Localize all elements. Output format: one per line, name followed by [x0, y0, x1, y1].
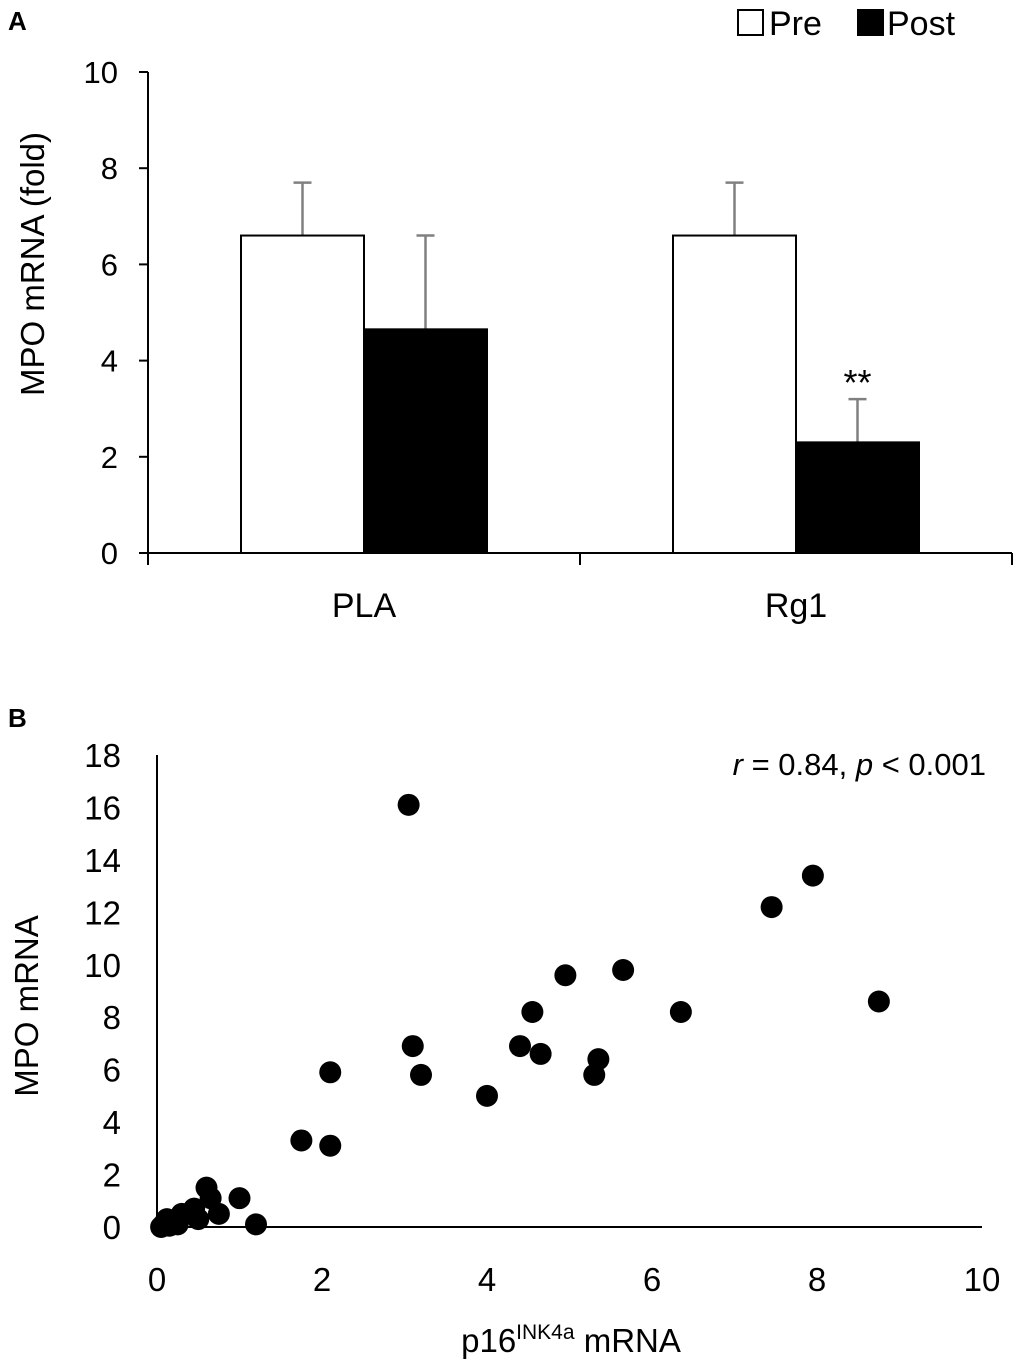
panel-b-xlabel: p16INK4a mRNA [461, 1321, 681, 1359]
bar [240, 234, 365, 554]
stat-r-symbol: r [733, 747, 745, 782]
stat-r-value: = 0.84, [743, 747, 856, 782]
legend-pre-swatch [737, 9, 764, 36]
y-tick-label-b: 2 [103, 1157, 121, 1194]
scatter-point [245, 1213, 267, 1236]
y-tick-label-b: 16 [84, 789, 121, 826]
bar [795, 441, 920, 554]
legend-post-label: Post [887, 5, 956, 43]
x-tick-label-b: 4 [478, 1261, 496, 1298]
stat-p-symbol: p [855, 747, 873, 782]
x-tick-label-b: 8 [808, 1261, 826, 1298]
xlabel-superscript: INK4a [516, 1321, 575, 1344]
xlabel-mrna: mRNA [575, 1322, 681, 1359]
x-category-label: Rg1 [765, 587, 827, 625]
legend-post-swatch [857, 9, 884, 36]
y-tick-label-b: 8 [103, 999, 121, 1036]
scatter-point [410, 1063, 432, 1086]
y-tick-label-a: 2 [101, 440, 118, 475]
y-tick-label-a: 4 [101, 344, 118, 379]
scatter-point [319, 1061, 342, 1084]
y-tick-label-b: 4 [103, 1104, 121, 1141]
x-tick-label-b: 2 [313, 1261, 331, 1298]
scatter-point [521, 1000, 544, 1023]
scatter-point [290, 1129, 313, 1152]
bar [672, 234, 797, 554]
y-tick-label-a: 6 [101, 247, 118, 282]
panel-b-ylabel: MPO mRNA [8, 915, 45, 1097]
x-category-label: PLA [332, 587, 397, 625]
y-tick-label-b: 0 [103, 1209, 121, 1246]
scatter-point [228, 1187, 251, 1210]
x-tick-label-b: 10 [964, 1261, 1001, 1298]
y-tick-label-a: 10 [84, 55, 118, 90]
bar-chart-panel-a: 0 2 4 6 8 10 PLA Rg1 ** [84, 55, 1013, 625]
scatter-point [612, 959, 635, 982]
significance-marker: ** [843, 362, 871, 403]
scatter-chart-panel-b: 0 2 4 6 8 10 12 14 16 18 0 2 4 6 8 10 [84, 737, 1000, 1298]
y-tick-label-b: 14 [84, 842, 121, 879]
y-tick-label-b: 12 [84, 894, 121, 931]
bar [363, 328, 488, 554]
scatter-point [187, 1208, 210, 1231]
stat-annotation: r = 0.84, p < 0.001 [733, 747, 986, 782]
y-tick-label-b: 10 [84, 947, 121, 984]
panel-a-label: A [8, 6, 27, 36]
y-tick-label-a: 8 [101, 151, 118, 186]
scatter-point [529, 1042, 552, 1065]
scatter-point [669, 1000, 692, 1023]
scatter-point [587, 1048, 610, 1071]
y-tick-label-a: 0 [101, 536, 118, 571]
y-tick-label-b: 18 [84, 737, 121, 774]
scatter-point [509, 1035, 531, 1058]
scatter-point [207, 1202, 230, 1225]
panel-a-ylabel: MPO mRNA (fold) [14, 132, 51, 396]
scatter-point [319, 1134, 342, 1157]
scatter-point [401, 1035, 424, 1058]
scatter-point [867, 990, 890, 1013]
scatter-point [476, 1084, 498, 1107]
scatter-point [397, 793, 420, 816]
scatter-point [760, 896, 783, 919]
stat-p-value: < 0.001 [873, 747, 986, 782]
legend-pre-label: Pre [769, 5, 822, 43]
scatter-point [801, 864, 824, 887]
y-tick-label-b: 6 [103, 1052, 121, 1089]
xlabel-p16: p16 [461, 1322, 516, 1359]
x-tick-label-b: 0 [148, 1261, 166, 1298]
x-tick-label-b: 6 [643, 1261, 661, 1298]
panel-b-label: B [8, 703, 27, 733]
scatter-point [554, 964, 577, 987]
